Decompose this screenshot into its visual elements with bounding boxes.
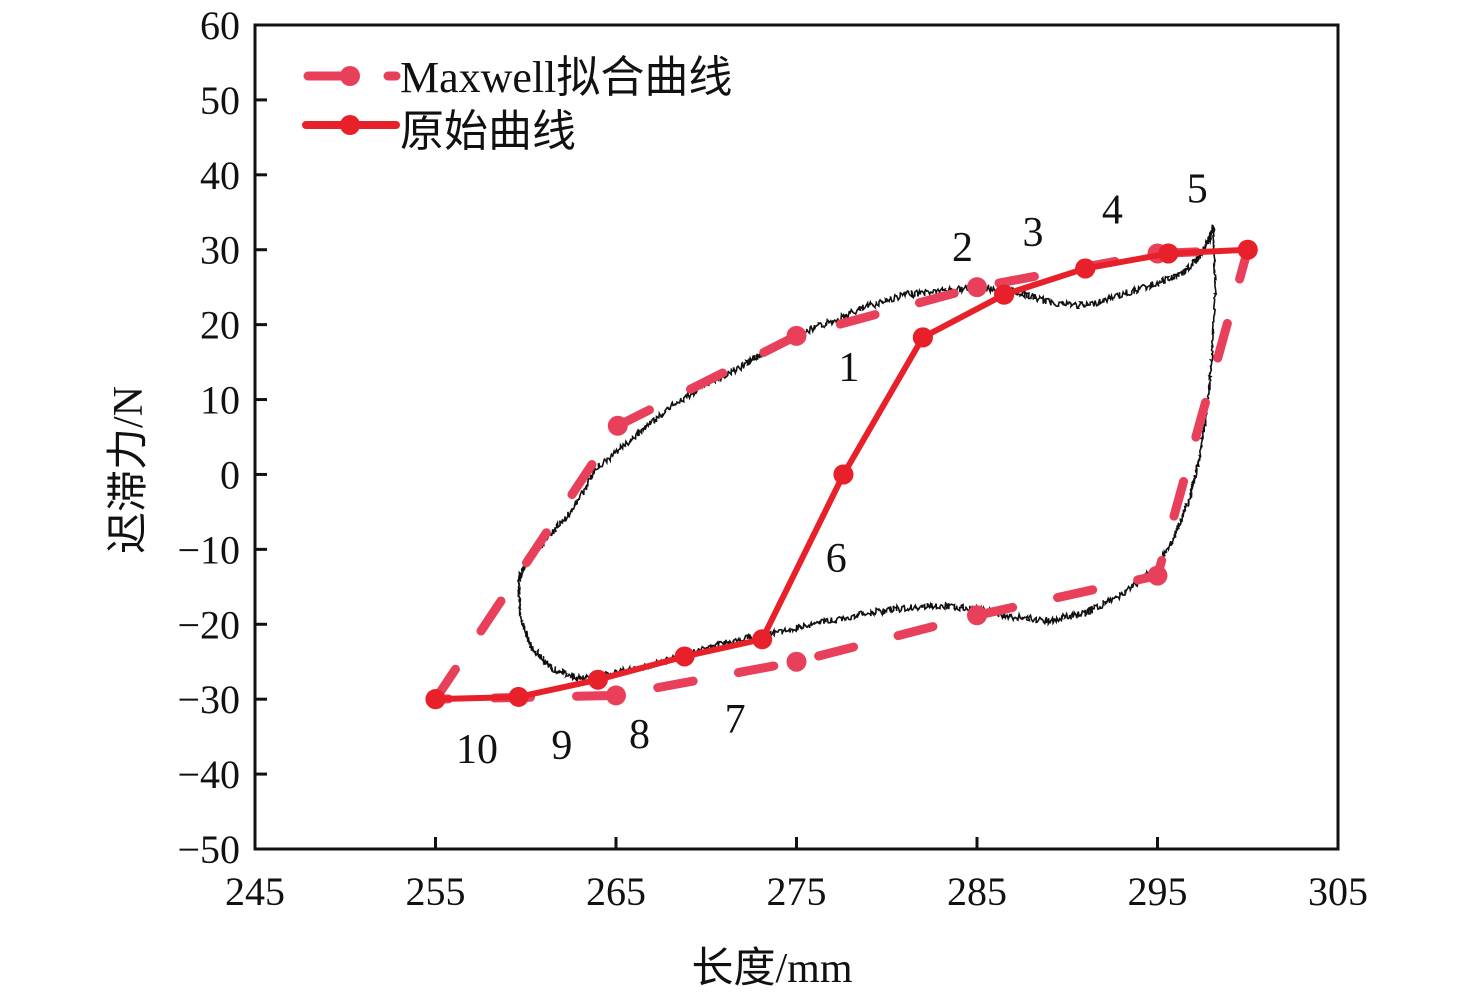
y-tick-label: 60 xyxy=(200,3,240,48)
point-label: 4 xyxy=(1102,188,1123,234)
original-marker xyxy=(752,629,773,650)
legend: Maxwell拟合曲线 原始曲线 xyxy=(302,53,732,156)
x-tick-label: 295 xyxy=(1128,869,1188,914)
x-tick-label: 305 xyxy=(1308,869,1368,914)
original-marker xyxy=(994,284,1015,305)
y-tick-label: −20 xyxy=(177,602,240,647)
legend-label-original: 原始曲线 xyxy=(400,107,576,156)
point-label: 6 xyxy=(826,536,847,582)
legend-marker-original xyxy=(340,115,360,135)
x-tick-label: 255 xyxy=(406,869,466,914)
point-label: 8 xyxy=(629,712,650,758)
y-tick-label: 50 xyxy=(200,78,240,123)
legend-item-maxwell: Maxwell拟合曲线 xyxy=(303,53,732,102)
maxwell-marker xyxy=(786,325,807,346)
point-label: 5 xyxy=(1187,167,1208,213)
y-tick-label: 40 xyxy=(200,153,240,198)
legend-marker-maxwell xyxy=(340,66,360,86)
maxwell-marker xyxy=(786,651,807,672)
maxwell-marker xyxy=(1147,565,1168,586)
y-tick-label: −30 xyxy=(177,677,240,722)
point-label: 1 xyxy=(838,345,859,391)
legend-item-original: 原始曲线 xyxy=(302,107,576,156)
x-tick-label: 275 xyxy=(767,869,827,914)
y-tick-label: 0 xyxy=(220,452,240,497)
x-tick-label: 265 xyxy=(586,869,646,914)
original-marker xyxy=(425,689,446,710)
maxwell-marker xyxy=(967,277,987,298)
point-label: 10 xyxy=(456,727,498,773)
y-tick-label: 30 xyxy=(200,228,240,273)
point-label: 7 xyxy=(725,697,746,743)
original-marker xyxy=(1158,243,1179,264)
x-axis-ticks: 245 255 265 275 285 295 305 xyxy=(225,837,1368,914)
point-label: 9 xyxy=(551,723,572,769)
measured-loop-line xyxy=(516,224,1218,683)
y-tick-label: 20 xyxy=(200,303,240,348)
original-marker xyxy=(587,669,608,690)
y-axis-title: 迟滞力/N xyxy=(106,386,152,554)
x-tick-label: 285 xyxy=(947,869,1007,914)
legend-label-maxwell: Maxwell拟合曲线 xyxy=(400,53,732,102)
point-label: 2 xyxy=(952,225,973,271)
measured-loop-layer xyxy=(516,224,1218,683)
y-tick-label: 10 xyxy=(200,378,240,423)
maxwell-marker xyxy=(606,685,626,706)
y-tick-label: −50 xyxy=(177,827,240,872)
original-curve-line xyxy=(435,246,1251,703)
annotations: 1 2 3 4 5 6 7 8 9 10 xyxy=(456,167,1208,773)
x-axis-title: 长度/mm xyxy=(691,946,852,992)
original-marker xyxy=(508,686,529,707)
original-marker xyxy=(833,464,854,485)
maxwell-marker xyxy=(607,415,628,436)
point-label: 3 xyxy=(1022,210,1043,256)
maxwell-marker xyxy=(967,605,987,626)
x-tick-label: 245 xyxy=(225,869,285,914)
series-layer xyxy=(425,239,1258,710)
y-axis-ticks: 60 50 40 30 20 10 0 −10 −20 −30 −40 −50 xyxy=(177,3,267,872)
original-marker xyxy=(1075,258,1096,279)
y-tick-label: −10 xyxy=(177,527,240,572)
y-tick-label: −40 xyxy=(177,752,240,797)
original-marker xyxy=(912,327,933,348)
original-marker xyxy=(674,646,695,667)
original-marker xyxy=(1237,239,1258,260)
